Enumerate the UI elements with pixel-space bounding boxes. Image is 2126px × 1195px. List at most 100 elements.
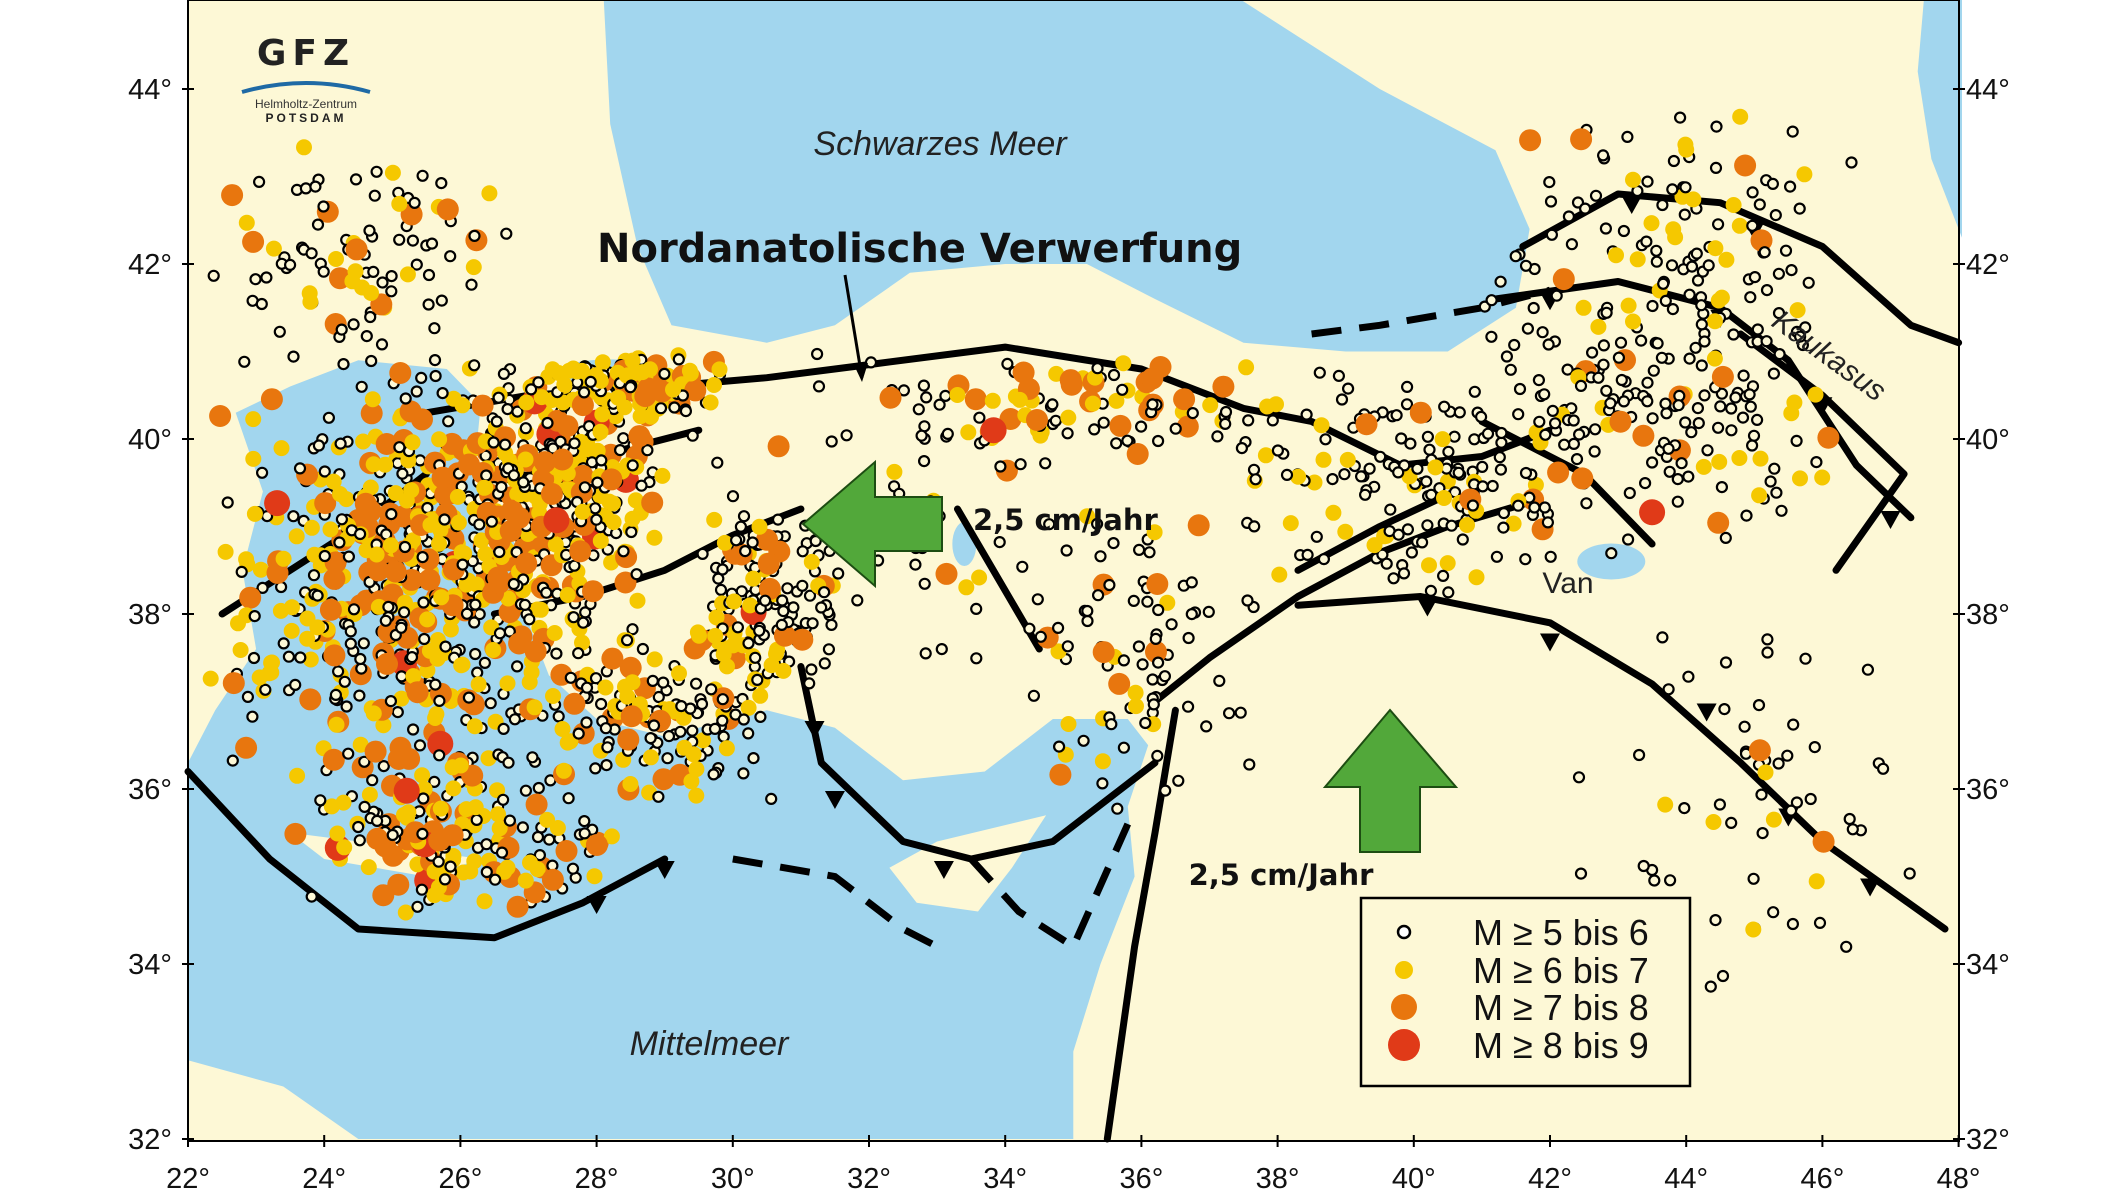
lat-tick-label-left: 42° — [128, 249, 172, 281]
earthquake-marker — [1325, 504, 1342, 521]
earthquake-marker — [1146, 673, 1159, 686]
earthquake-marker — [1802, 276, 1815, 289]
earthquake-marker — [1046, 398, 1059, 411]
earthquake-marker — [933, 398, 946, 411]
axis-ticks: 44° 44° 42° 42° 40° 40° 38° 38° 36° 36° 34° 34° 32° 3… — [128, 74, 2010, 1195]
earthquake-marker — [737, 767, 750, 780]
earthquake-marker — [363, 224, 376, 237]
earthquake-marker — [1187, 514, 1210, 537]
earthquake-marker — [1646, 412, 1659, 425]
earthquake-marker — [367, 265, 380, 278]
earthquake-marker — [415, 371, 428, 384]
earthquake-marker — [519, 422, 532, 435]
earthquake-marker — [647, 719, 661, 732]
earthquake-marker — [737, 510, 751, 523]
earthquake-marker — [592, 532, 609, 549]
earthquake-marker — [1706, 313, 1723, 330]
earthquake-marker — [541, 416, 554, 430]
earthquake-marker — [726, 593, 742, 610]
thrust-triangle — [1540, 633, 1560, 652]
earthquake-marker — [450, 514, 467, 531]
earthquake-marker — [340, 700, 353, 713]
logo-arc — [241, 81, 371, 94]
earthquake-marker — [438, 873, 452, 886]
earthquake-marker — [935, 562, 958, 585]
earthquake-marker — [1716, 969, 1730, 983]
fault-pointer-line — [843, 274, 864, 379]
earthquake-marker — [435, 294, 448, 307]
earthquake-marker — [1091, 589, 1105, 602]
earthquake-marker — [235, 736, 258, 759]
earthquake-marker — [1710, 120, 1723, 133]
earthquake-marker — [255, 297, 268, 311]
earthquake-marker — [407, 723, 420, 736]
earthquake-marker — [399, 400, 422, 423]
earthquake-marker — [1766, 177, 1780, 190]
label-north-anatolian-fault: Nordanatolische Verwerfung — [597, 226, 1242, 272]
earthquake-marker — [408, 196, 421, 209]
earthquake-marker — [617, 728, 640, 751]
earthquake-marker — [711, 456, 724, 469]
earthquake-marker — [1592, 371, 1605, 384]
earthquake-marker — [1023, 622, 1036, 635]
earthquake-marker — [385, 507, 398, 521]
earthquake-marker — [1301, 548, 1314, 562]
earthquake-marker — [426, 887, 443, 904]
earthquake-marker — [354, 492, 377, 515]
earthquake-marker — [488, 571, 511, 594]
earthquake-marker — [1729, 391, 1742, 404]
fault-line — [1737, 330, 1908, 574]
earthquake-marker — [1621, 130, 1634, 143]
logo-mark: GFZ — [257, 33, 355, 74]
earthquake-marker — [1648, 874, 1661, 887]
earthquake-marker — [1442, 445, 1455, 458]
earthquake-marker — [1718, 251, 1735, 268]
earthquake-marker — [497, 445, 514, 462]
earthquake-marker — [523, 664, 540, 681]
earthquake-marker — [1757, 764, 1774, 781]
earthquake-marker — [582, 580, 604, 603]
earthquake-marker — [758, 594, 772, 607]
earthquake-marker — [1354, 470, 1368, 483]
earthquake-marker — [626, 623, 639, 636]
earthquake-marker — [642, 749, 659, 766]
northward-motion-arrow — [1322, 708, 1459, 853]
earthquake-marker — [646, 651, 663, 668]
earthquake-marker — [1466, 499, 1480, 512]
earthquake-marker — [1621, 533, 1635, 546]
earthquake-marker — [1326, 473, 1339, 486]
earthquake-marker — [1504, 363, 1517, 376]
earthquake-marker — [1604, 397, 1617, 410]
earthquake-marker — [1772, 267, 1786, 280]
earthquake-marker — [1740, 509, 1753, 522]
earthquake-marker — [379, 614, 392, 627]
earthquake-marker — [578, 481, 592, 494]
earthquake-marker — [238, 355, 251, 368]
earthquake-marker — [665, 381, 681, 398]
earthquake-marker — [740, 699, 757, 716]
earthquake-marker — [796, 579, 809, 592]
earthquake-marker — [572, 727, 585, 740]
earthquake-marker — [468, 359, 481, 372]
earthquake-marker — [1544, 550, 1557, 563]
earthquake-marker — [397, 594, 413, 611]
earthquake-marker — [549, 820, 566, 836]
earthquake-marker — [1609, 410, 1632, 433]
earthquake-marker — [717, 730, 730, 743]
earthquake-marker — [1077, 734, 1090, 747]
earthquake-marker — [1793, 330, 1807, 343]
thrust-triangle — [933, 861, 954, 879]
earthquake-marker — [1392, 466, 1405, 479]
earthquake-marker — [1748, 739, 1771, 762]
earthquake-marker — [620, 634, 634, 647]
earthquake-marker — [545, 688, 561, 704]
earthquake-marker — [305, 890, 318, 903]
earthquake-marker — [1384, 503, 1397, 516]
earthquake-marker — [358, 755, 371, 768]
earthquake-marker — [1695, 299, 1708, 312]
earthquake-marker — [364, 310, 377, 324]
earthquake-marker — [1786, 394, 1803, 411]
earthquake-marker — [719, 658, 735, 675]
earthquake-marker — [429, 369, 442, 383]
earthquake-marker — [1485, 330, 1498, 343]
